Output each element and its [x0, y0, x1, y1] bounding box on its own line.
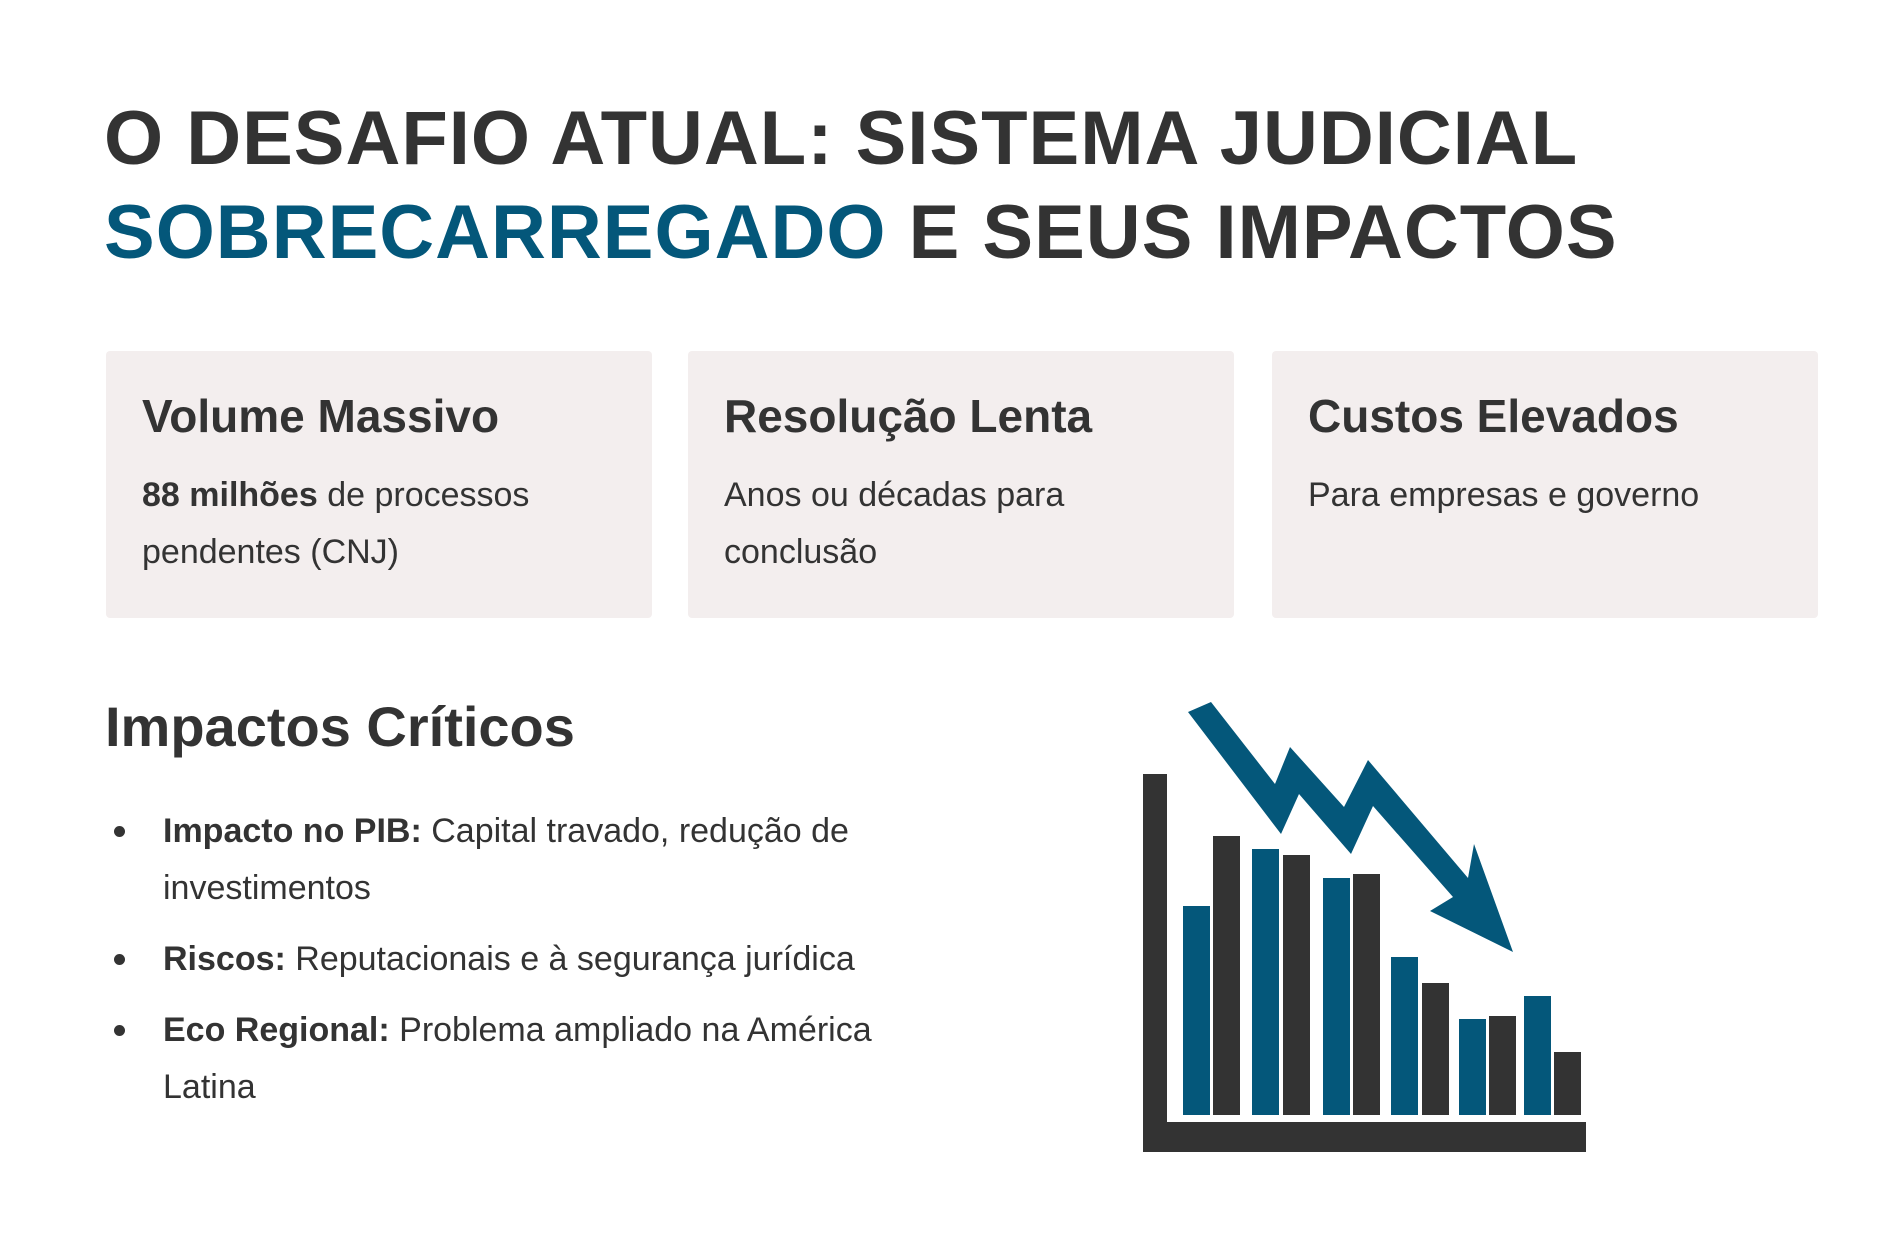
title-accent: SOBRECARREGADO	[104, 190, 887, 275]
item-text: Capital travado, redução de investimento…	[163, 812, 849, 907]
card-highlight: 88 milhões	[142, 476, 318, 514]
illustration-bar	[1252, 849, 1279, 1115]
bullet-icon	[114, 1025, 125, 1036]
bullet-icon	[114, 826, 125, 837]
title-line-1: O DESAFIO ATUAL: SISTEMA JUDICIAL	[104, 96, 1579, 181]
item-label: Impacto no PIB:	[163, 812, 422, 850]
title-line-2: E SEUS IMPACTOS	[886, 190, 1618, 275]
illustration-bar	[1524, 996, 1551, 1115]
bullet-icon	[114, 954, 125, 965]
card-body: de processos pendentes (CNJ)	[142, 476, 530, 571]
card-body: Anos ou décadas para conclusão	[724, 476, 1065, 571]
card-text: Para empresas e governo	[1308, 467, 1782, 524]
impacts-title: Impactos Críticos	[105, 695, 575, 758]
card-text: 88 milhões de processos pendentes (CNJ)	[142, 467, 616, 581]
card-title: Custos Elevados	[1308, 390, 1679, 442]
illustration-bar	[1183, 906, 1210, 1115]
axis-horizontal	[1143, 1122, 1586, 1152]
axis-vertical	[1143, 774, 1167, 1152]
card-title: Volume Massivo	[142, 390, 500, 442]
item-label: Riscos:	[163, 940, 286, 978]
page-title: O DESAFIO ATUAL: SISTEMA JUDICIAL SOBREC…	[104, 92, 1618, 280]
down-arrow-icon	[1188, 702, 1513, 952]
card-resolucao-lenta: Resolução Lenta Anos ou décadas para con…	[688, 351, 1234, 618]
list-item: Riscos: Reputacionais e à segurança jurí…	[105, 931, 925, 988]
illustration-bar	[1353, 874, 1380, 1115]
illustration-bar	[1459, 1019, 1486, 1115]
item-text: Reputacionais e à segurança jurídica	[285, 940, 855, 978]
list-item: Eco Regional: Problema ampliado na Améri…	[105, 1002, 925, 1116]
illustration-bar	[1323, 878, 1350, 1115]
card-custos-elevados: Custos Elevados Para empresas e governo	[1272, 351, 1818, 618]
item-text: Problema ampliado na América Latina	[163, 1011, 872, 1106]
illustration-bar	[1422, 983, 1449, 1115]
illustration-bar	[1554, 1052, 1581, 1115]
card-title: Resolução Lenta	[724, 390, 1093, 442]
illustration-bar	[1489, 1016, 1516, 1115]
card-body: Para empresas e governo	[1308, 476, 1700, 514]
illustration-bar	[1213, 836, 1240, 1115]
illustration-bar	[1391, 957, 1418, 1115]
impacts-list: Impacto no PIB: Capital travado, redução…	[105, 803, 925, 1130]
card-volume-massivo: Volume Massivo 88 milhões de processos p…	[106, 351, 652, 618]
illustration-bar	[1283, 855, 1310, 1115]
card-text: Anos ou décadas para conclusão	[724, 467, 1198, 581]
list-item: Impacto no PIB: Capital travado, redução…	[105, 803, 925, 917]
item-label: Eco Regional:	[163, 1011, 390, 1049]
